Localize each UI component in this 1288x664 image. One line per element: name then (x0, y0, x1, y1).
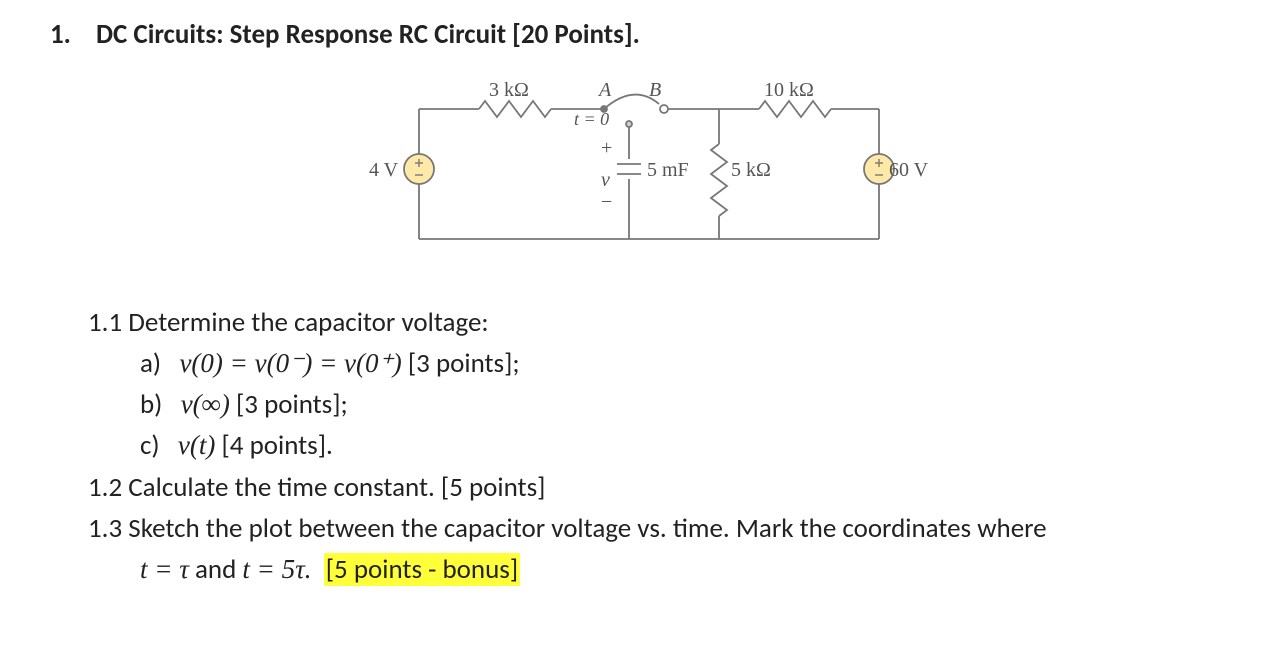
q11a-math: v(0) = v(0⁻) = v(0⁺) (179, 348, 401, 378)
q11b-math: v(∞) (181, 389, 230, 419)
q11b-pts: [3 points]; (236, 388, 348, 421)
q-1-1-b: b) v(∞) [3 points]; (140, 385, 1248, 424)
q13-and: and (195, 553, 242, 586)
label-B: B (649, 79, 661, 102)
q11a-label: a) (140, 347, 161, 380)
title-number: 1. (50, 18, 96, 51)
label-plus: + (601, 137, 612, 160)
q11c-math: v(t) (178, 430, 215, 460)
label-r3: 10 kΩ (764, 79, 814, 102)
q-1-3-line1: 1.3 Sketch the plot between the capacito… (88, 509, 1248, 548)
label-v: v (601, 169, 610, 192)
label-r2: 5 kΩ (731, 159, 771, 182)
label-t0: t = 0 (574, 109, 609, 130)
q-1-1-c: c) v(t) [4 points]. (140, 426, 1248, 465)
q13-bonus: [5 points - bonus] (324, 553, 520, 586)
title-text: DC Circuits: Step Response RC Circuit [2… (96, 18, 640, 51)
label-minus: − (601, 191, 612, 214)
label-cap: 5 mF (647, 159, 689, 182)
label-vs-right: 60 V (889, 159, 928, 182)
label-A: A (599, 79, 611, 102)
q-1-1-a: a) v(0) = v(0⁻) = v(0⁺) [3 points]; (140, 344, 1248, 383)
questions-block: 1.1 Determine the capacitor voltage: a) … (50, 303, 1248, 589)
q-1-1-intro: 1.1 Determine the capacitor voltage: (88, 303, 1248, 342)
q-1-2: 1.2 Calculate the time constant. [5 poin… (88, 468, 1248, 507)
label-vs-left: 4 V (369, 159, 398, 182)
q11c-label: c) (140, 429, 160, 462)
problem-title: 1. DC Circuits: Step Response RC Circuit… (50, 18, 1248, 51)
diagram-container: 3 kΩ A B 10 kΩ t = 0 + v − 5 mF 5 kΩ 4 V… (50, 79, 1248, 279)
circuit-diagram: 3 kΩ A B 10 kΩ t = 0 + v − 5 mF 5 kΩ 4 V… (379, 79, 919, 279)
q11c-pts: [4 points]. (222, 429, 333, 462)
q11b-label: b) (140, 388, 162, 421)
q-1-3-line2: t = τ and t = 5τ. [5 points - bonus] (140, 550, 1248, 589)
q13-math2: t = 5τ. (242, 554, 311, 584)
q11a-pts: [3 points]; (408, 347, 520, 380)
q13-math1: t = τ (140, 554, 189, 584)
page: 1. DC Circuits: Step Response RC Circuit… (0, 0, 1288, 611)
label-r1: 3 kΩ (489, 79, 529, 102)
